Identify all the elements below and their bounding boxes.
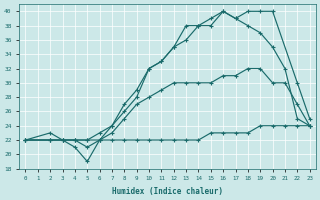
X-axis label: Humidex (Indice chaleur): Humidex (Indice chaleur) (112, 187, 223, 196)
